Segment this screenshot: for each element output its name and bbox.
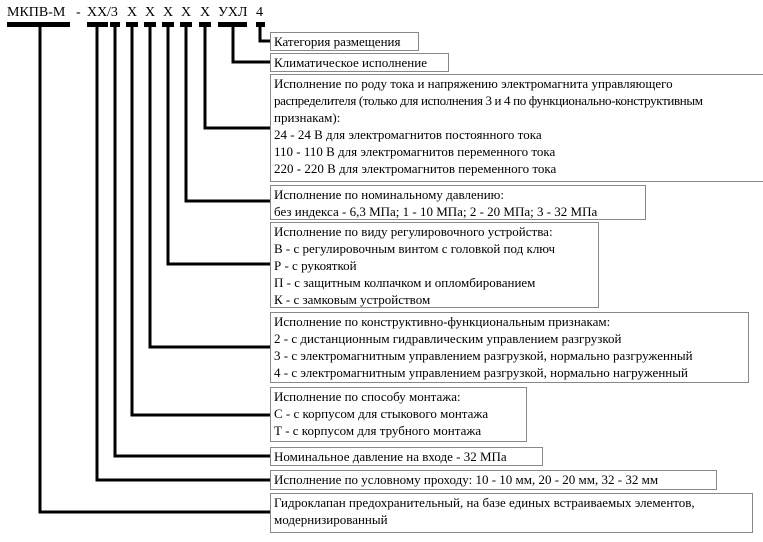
box-line: Исполнение по способу монтажа: [274, 389, 461, 404]
box-line: Р - с рукояткой [274, 258, 357, 273]
box-pressure: Исполнение по номинальному давлению: без… [270, 185, 646, 220]
code-x5: Х [200, 5, 211, 20]
box-line: 3 - с электромагнитным управлением разгр… [274, 348, 693, 363]
box-bore: Исполнение по условному проходу: 10 - 10… [270, 470, 717, 490]
box-line: 220 - 220 В для электромагнитов переменн… [274, 161, 557, 176]
box-mounting: Исполнение по способу монтажа: С - с кор… [270, 387, 527, 442]
box-line: 4 - с электромагнитным управлением разгр… [274, 365, 688, 380]
box-line: В - с регулировочным винтом с головкой п… [274, 241, 556, 256]
box-line: без индекса - 6,3 МПа; 1 - 10 МПа; 2 - 2… [274, 204, 598, 219]
connector-inlet [113, 25, 270, 458]
box-name: Гидроклапан предохранительный, на базе е… [270, 493, 753, 533]
box-line: Гидроклапан предохранительный, на базе е… [274, 495, 695, 510]
underline-climate [218, 22, 247, 27]
connector-adjust [166, 25, 270, 266]
box-line: Т - с корпусом для трубного монтажа [274, 423, 482, 438]
box-adjust: Исполнение по виду регулировочного устро… [270, 222, 599, 308]
code-x4: Х [181, 5, 192, 20]
underline-x2 [144, 22, 156, 27]
code-x1: Х [127, 5, 138, 20]
box-line: Исполнение по номинальному давлению: [274, 187, 504, 202]
connector-pressure [184, 25, 270, 203]
box-line: Категория размещения [274, 34, 401, 49]
box-line: Исполнение по виду регулировочного устро… [274, 224, 553, 239]
connector-name [38, 25, 270, 514]
box-category: Категория размещения [270, 32, 419, 51]
box-line: Климатическое исполнение [274, 55, 427, 70]
connector-mounting [130, 25, 270, 417]
box-design: Исполнение по конструктивно-функциональн… [270, 312, 749, 383]
connector-climate [231, 25, 270, 64]
box-line: Исполнение по роду тока и напряжению эле… [274, 76, 673, 91]
box-inlet: Номинальное давление на входе - 32 МПа [270, 447, 543, 466]
underline-x5 [199, 22, 211, 27]
box-line: модернизированный [274, 512, 388, 527]
code-xx: ХХ [87, 5, 108, 20]
box-line: Исполнение по конструктивно-функциональн… [274, 314, 611, 329]
code-climate: УХЛ [218, 5, 248, 20]
box-line: 110 - 110 В для электромагнитов переменн… [274, 144, 556, 159]
box-line: признакам): [274, 110, 341, 125]
code-x2: Х [145, 5, 156, 20]
underline-slash3 [110, 22, 120, 27]
connector-design [148, 25, 270, 349]
box-line: Номинальное давление на входе - 32 МПа [274, 449, 507, 464]
underline-xx [87, 22, 108, 27]
connector-category [258, 25, 270, 43]
connector-bore [95, 25, 270, 482]
underline-x1 [126, 22, 138, 27]
underline-x3 [162, 22, 174, 27]
box-climate: Климатическое исполнение [270, 53, 449, 72]
box-line: П - с защитным колпачком и опломбировани… [274, 275, 536, 290]
underline-x4 [180, 22, 192, 27]
code-x3: Х [163, 5, 174, 20]
box-line: С - с корпусом для стыкового монтажа [274, 406, 489, 421]
box-line: 2 - с дистанционным гидравлическим управ… [274, 331, 622, 346]
code-category: 4 [256, 5, 263, 20]
underline-category [256, 22, 265, 27]
code-dash: - [76, 5, 81, 20]
underline-prefix [7, 22, 70, 27]
box-line: Исполнение по условному проходу: 10 - 10… [274, 472, 659, 487]
code-slash3: /3 [107, 5, 118, 20]
box-line: К - с замковым устройством [274, 292, 431, 307]
box-line: распределителя (только для исполнения 3 … [274, 93, 703, 108]
code-prefix: МКПВ-М [7, 5, 66, 20]
connector-voltage [203, 25, 270, 130]
box-line: 24 - 24 В для электромагнитов постоянног… [274, 127, 542, 142]
box-voltage: Исполнение по роду тока и напряжению эле… [270, 74, 763, 182]
